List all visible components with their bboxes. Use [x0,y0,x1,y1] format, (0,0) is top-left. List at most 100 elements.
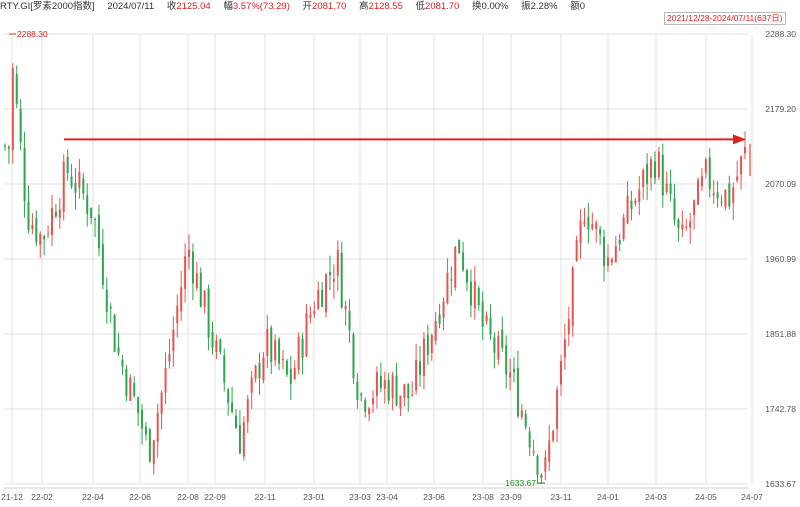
symbol-name: RTY.GI[罗素2000指数] [0,1,95,12]
candle-body [70,176,73,187]
candle-body [383,379,386,389]
candle-body [270,327,273,362]
candle-body [434,321,437,341]
reference-arrow [64,134,746,145]
candle-body [235,415,238,429]
quote-date: 2024/07/11 [107,1,155,12]
candle-body [626,195,629,224]
candle-body [524,413,527,427]
candle-body [744,146,746,154]
x-tick-label: 23-09 [500,492,522,502]
candle-body [35,218,38,243]
candle-body [387,379,390,401]
y-tick-label: 1851.88 [765,329,796,339]
candle-body [137,396,140,414]
candle-body [395,375,398,406]
candle-body [360,393,363,396]
candle-body [740,156,743,175]
amount-value: 0 [579,1,586,12]
candle-body [66,157,69,174]
candle-body [94,218,97,221]
candle-body [215,340,218,352]
candle-body [266,328,269,356]
y-tick-label: 2070.09 [765,179,796,189]
candle-body [430,335,433,354]
candle-body [211,332,214,348]
candle-body [82,178,85,194]
candle-body [665,183,668,193]
candle-body [7,146,10,149]
candle-body [258,362,261,379]
candle-body [728,183,731,207]
candle-body [450,279,453,281]
candle-body [419,361,422,375]
candle-body [356,381,359,400]
candle-body [297,336,300,370]
candle-body [426,334,429,355]
candle-body [344,305,347,310]
candle-body [603,236,606,267]
candle-body [191,251,194,284]
open-value: 2081.70 [312,1,347,12]
amplitude-label: 振 [521,1,531,12]
candle-body [54,211,57,217]
candle-body [462,252,465,270]
x-tick-label: 23-06 [423,492,445,502]
x-tick-label: 24-01 [597,492,619,502]
candle-body [520,410,523,418]
low-label: 低 [415,1,426,12]
candle-body [281,359,284,361]
candle-body [532,451,535,453]
candle-body [176,305,179,324]
candle-body [199,272,202,308]
candle-body [673,198,676,221]
high-label: 高 [359,1,369,12]
candle-body [712,193,715,196]
candle-body [121,359,124,367]
candle-body [556,389,559,429]
candle-body [724,189,727,207]
candle-body [372,398,375,405]
y-tick-label: 2179.20 [765,104,796,114]
x-tick-label: 23-04 [376,492,398,502]
candle-body [332,278,335,282]
candle-body [23,148,26,202]
candle-body [552,430,555,441]
candle-body [352,334,355,379]
candle-body [661,154,664,196]
candle-body [203,290,206,307]
y-tick-label: 1960.99 [765,254,796,264]
low-value: 2081.70 [425,1,460,12]
candle-body [148,429,151,462]
x-tick-label: 23-08 [472,492,494,502]
candle-body [438,314,441,324]
candle-body [188,249,191,257]
candle-body [11,68,14,150]
candle-body [58,209,61,218]
candle-body [144,426,147,435]
x-tick-label: 24-05 [695,492,717,502]
candle-body [340,252,343,308]
y-tick-label: 1633.67 [765,479,796,489]
candle-body [618,239,621,245]
candle-body [732,187,735,204]
candle-body [309,314,312,318]
candle-body [250,377,253,393]
x-tick-label: 24-03 [645,492,667,502]
candle-body [501,329,504,348]
candle-body [595,222,598,229]
candle-body [736,176,739,181]
close-value: 2125.04 [176,1,211,12]
candle-body [583,221,586,225]
date-range-tag[interactable]: 2021/12/28-2024/07/11(637日) [664,12,786,25]
candle-body [599,229,602,235]
candle-body [125,368,128,396]
candle-body [528,431,531,448]
candle-body [39,233,42,245]
candle-body [653,161,656,179]
candle-body [47,233,50,235]
candle-body [278,339,281,364]
candle-body [512,369,515,372]
candle-body [219,339,222,352]
